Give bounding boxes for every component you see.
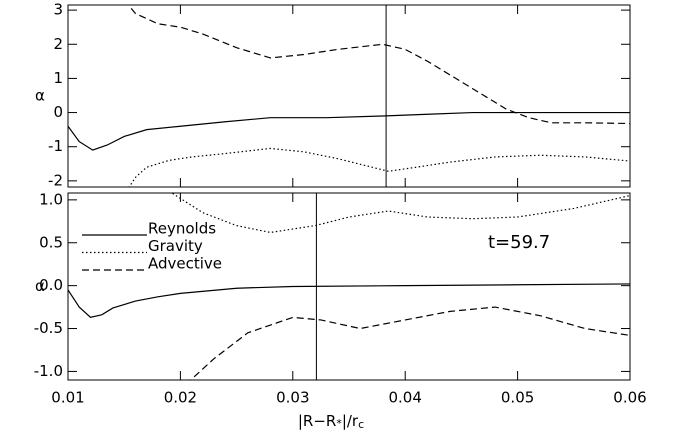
plot-area <box>68 193 630 380</box>
x-axis-label-part: |/r <box>342 412 359 430</box>
x-tick-label: 0.01 <box>51 389 84 407</box>
x-tick-label: 0.05 <box>501 389 534 407</box>
x-tick-label: 0.04 <box>388 389 421 407</box>
annotation: t=59.7 <box>488 232 550 253</box>
x-axis-label: |R−R*|/rc <box>298 412 364 432</box>
y-tick-label: 0.5 <box>39 233 63 251</box>
y-tick-label: 1.0 <box>39 190 63 208</box>
y-tick-label: -0.5 <box>34 319 63 337</box>
x-tick-label: 0.02 <box>164 389 197 407</box>
y-tick-label: -1 <box>48 137 63 155</box>
data-line <box>189 306 630 380</box>
data-line <box>68 283 630 319</box>
legend-label: Gravity <box>148 237 203 255</box>
data-line <box>128 147 630 187</box>
y-tick-label: 3 <box>53 1 63 19</box>
x-axis-label-part: |R−R <box>298 412 336 430</box>
legend-label: Advective <box>148 255 222 273</box>
y-tick-label: -1.0 <box>34 362 63 380</box>
plot-frame <box>67 4 631 188</box>
plot-area <box>68 5 630 187</box>
y-tick-label: 0 <box>53 103 63 121</box>
data-line <box>127 5 630 125</box>
x-axis-label-part: c <box>358 418 364 431</box>
y-tick-label: 2 <box>53 35 63 53</box>
data-line <box>68 111 630 151</box>
x-tick-label: 0.03 <box>276 389 309 407</box>
y-axis-label: α <box>35 277 45 295</box>
y-tick-label: -2 <box>48 171 63 189</box>
legend-label: Reynolds <box>148 220 216 238</box>
x-tick-label: 0.06 <box>613 389 646 407</box>
y-tick-label: 1 <box>53 69 63 87</box>
data-line <box>170 193 630 234</box>
y-axis-label: α <box>35 87 45 105</box>
x-axis-label-part: * <box>336 417 342 430</box>
y-tick-label: 0.0 <box>39 276 63 294</box>
plot-frame <box>67 192 631 381</box>
